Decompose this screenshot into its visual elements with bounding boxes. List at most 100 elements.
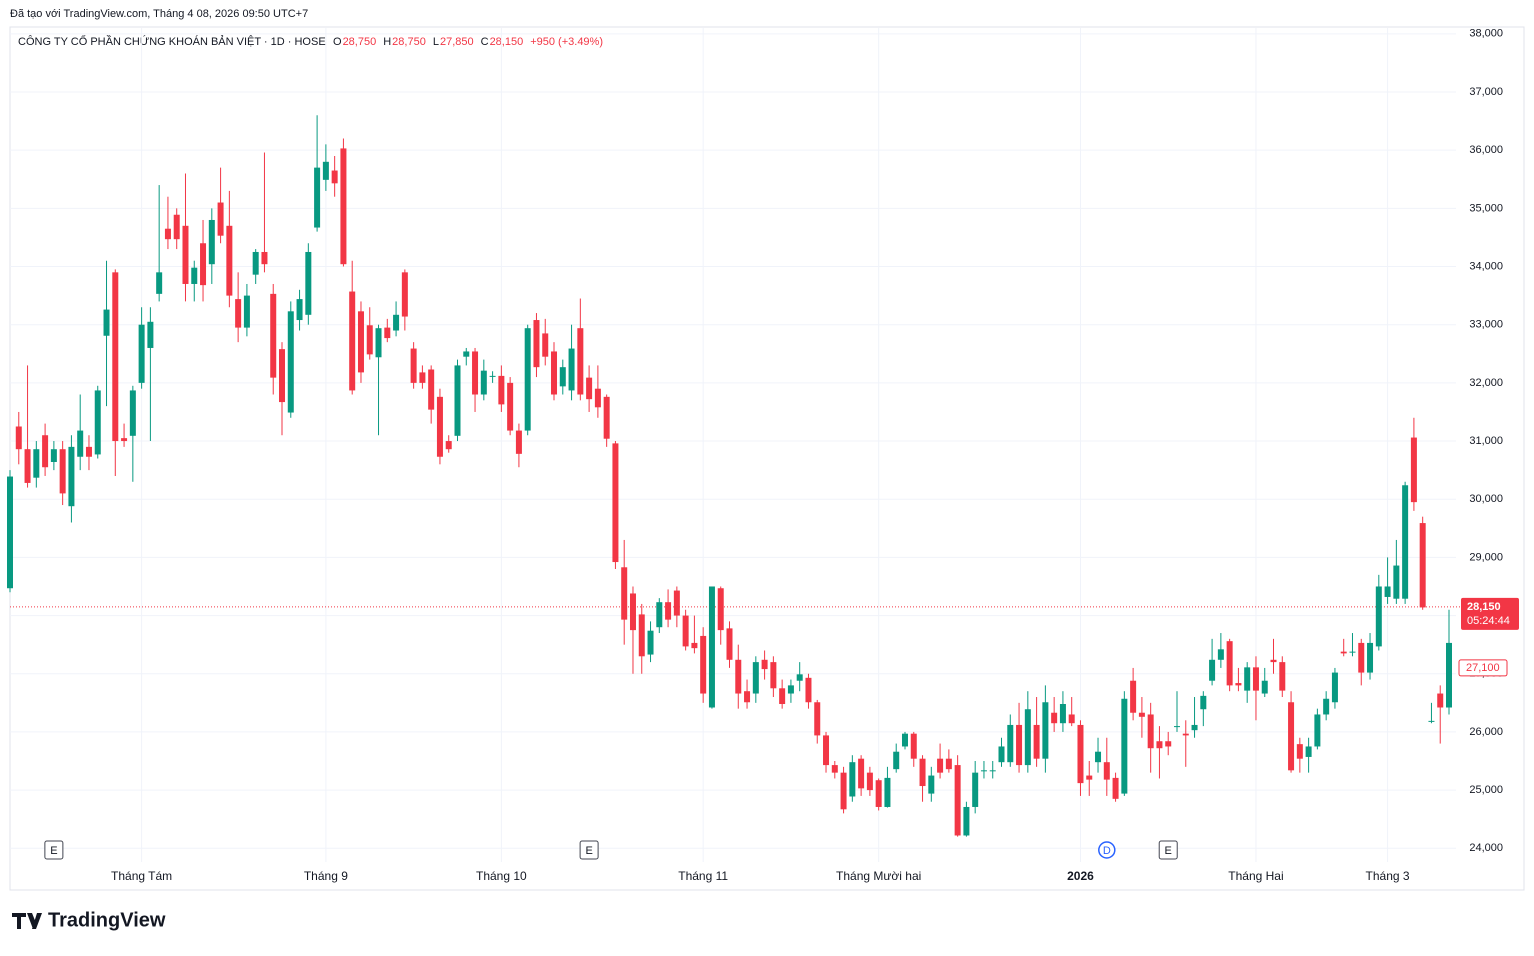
candles (7, 115, 1452, 837)
event-marker (1158, 840, 1178, 860)
candle-body (1349, 651, 1356, 653)
candle-body (594, 388, 601, 408)
x-tick-label: Tháng 11 (678, 869, 728, 883)
candle-body (866, 772, 873, 791)
candle-body (1209, 659, 1216, 681)
candle-body (498, 375, 505, 405)
candle-body (156, 272, 163, 294)
grid (10, 28, 1460, 862)
candle-body (1331, 672, 1338, 703)
candle-body (1051, 712, 1058, 724)
candle-body (472, 351, 479, 395)
candle-body (507, 382, 514, 431)
candle-body (68, 446, 75, 507)
candle-body (910, 733, 917, 759)
y-tick-label: 36,000 (1469, 144, 1503, 156)
x-tick-label: Tháng 10 (476, 869, 527, 883)
candle-body (998, 746, 1005, 763)
candle-body (217, 202, 224, 236)
ohlc-value: 28,750 (343, 36, 377, 48)
chart-frame (9, 26, 1525, 891)
candle-body (322, 161, 329, 180)
candle-body (682, 615, 689, 647)
candle-body (1375, 586, 1382, 647)
x-tick-label: Tháng Hai (1228, 869, 1283, 883)
candle-body (779, 688, 786, 705)
axes: 24,00025,00026,00027,00028,00029,00030,0… (44, 28, 1519, 883)
candle-body (744, 691, 751, 703)
candle-body (1446, 642, 1452, 708)
price-badge (1458, 659, 1508, 677)
candle-body (1095, 751, 1102, 763)
ohlc-value: 28,750 (392, 36, 426, 48)
candle-body (1235, 683, 1242, 686)
candle-body (393, 314, 400, 331)
candle-body (665, 602, 672, 620)
candle-body (480, 370, 487, 395)
candle-body (673, 590, 680, 616)
candle-body (287, 311, 294, 413)
candle-body (1393, 565, 1400, 599)
candle-body (524, 328, 531, 431)
y-tick-label: 30,000 (1469, 493, 1503, 505)
candle-body (1016, 724, 1023, 766)
candle-body (103, 309, 110, 336)
ohlc-header: O 28,750 H 28,750 L 27,850 C 28,150 +950 (+3.49%… (333, 36, 603, 48)
y-tick-label: 25,000 (1469, 784, 1503, 796)
candle-body (454, 365, 461, 436)
candle-body (366, 325, 373, 355)
candle-body (577, 328, 584, 395)
candle-body (1226, 641, 1233, 686)
candle-body (647, 630, 654, 655)
candle-body (419, 372, 426, 383)
candle-body (1042, 702, 1049, 759)
candle-body (85, 446, 92, 457)
price-badge (1461, 597, 1519, 630)
y-tick-label: 35,000 (1469, 202, 1503, 214)
candle-body (1261, 680, 1268, 694)
candle-body (445, 441, 452, 450)
candle-body (1296, 744, 1303, 759)
candle-body (94, 390, 101, 455)
price-label: 28,150 (1467, 601, 1501, 613)
candle-body (805, 677, 812, 703)
candle-body (1103, 762, 1110, 780)
candle-body (261, 251, 268, 265)
candle-body (15, 426, 22, 450)
candle-body (463, 351, 470, 357)
candle-body (586, 377, 593, 400)
candle-body (77, 430, 84, 457)
x-tick-label: Tháng 3 (1366, 869, 1410, 883)
logo: TradingView (12, 909, 166, 931)
candle-body (901, 733, 908, 747)
candle-body (121, 438, 128, 442)
candle-body (691, 642, 698, 649)
candle-body (1033, 724, 1040, 759)
event-marker (579, 840, 599, 860)
chart-title: CÔNG TY CỔ PHẦN CHỨNG KHOÁN BẢN VIỆT · 1… (18, 35, 326, 48)
candle-body (1288, 702, 1295, 771)
candle-body (972, 772, 979, 807)
candle-body (252, 251, 259, 275)
candle-body (349, 291, 356, 391)
candle-body (173, 214, 180, 240)
candle-body (1165, 741, 1172, 747)
candle-body (1086, 775, 1093, 780)
candle-body (752, 662, 759, 694)
x-tick-label: Tháng Mười hai (836, 869, 921, 883)
candle-body (919, 758, 926, 787)
candle-body (1147, 714, 1154, 749)
ohlc-key: H (383, 36, 391, 48)
candle-body (1340, 651, 1347, 654)
event-label: E (1165, 845, 1172, 857)
candle-body (340, 148, 347, 265)
event-label: E (50, 845, 57, 857)
candle-body (164, 228, 171, 240)
ohlc-key: O (333, 36, 342, 48)
candle-body (314, 167, 321, 228)
ohlc-key: L (433, 36, 439, 48)
candle-body (1059, 704, 1066, 724)
candle-body (735, 659, 742, 694)
candle-body (24, 449, 31, 483)
